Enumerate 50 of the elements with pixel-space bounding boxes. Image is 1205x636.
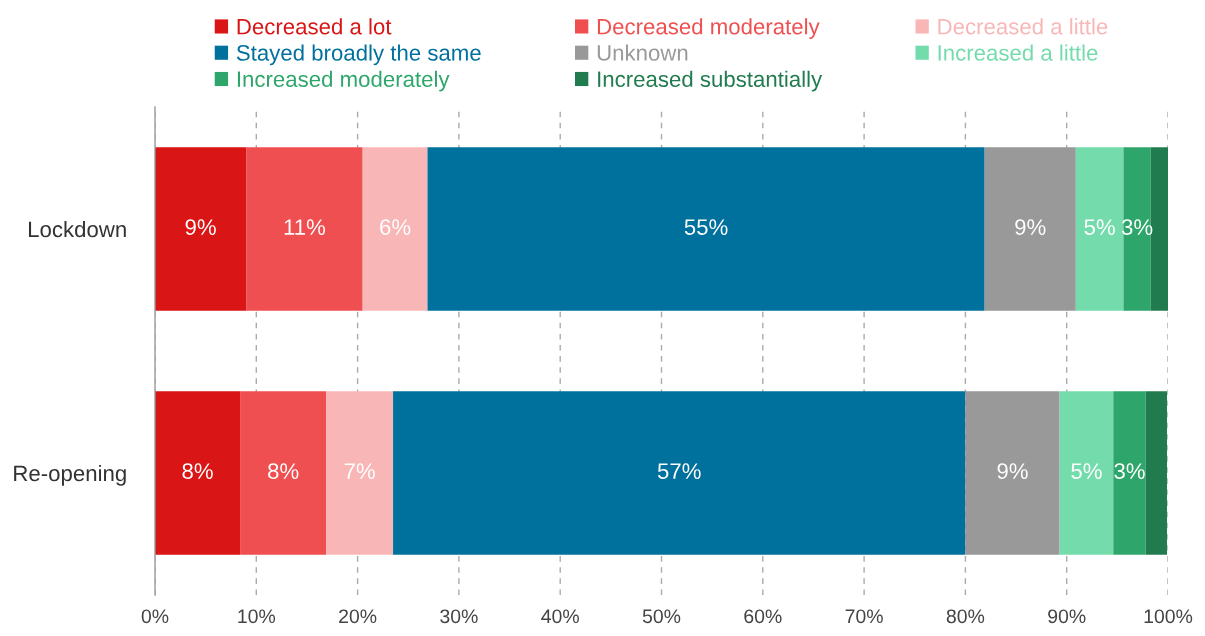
data-label: 8% [182, 463, 213, 479]
x-tick-label: 60% [744, 609, 782, 624]
legend-label: Stayed broadly the same [236, 44, 481, 66]
bar [1145, 391, 1167, 555]
data-label: 7% [344, 463, 375, 479]
x-tick-label: 100% [1144, 609, 1193, 624]
data-label: 8% [268, 463, 299, 479]
x-tick-label: 70% [845, 609, 883, 624]
bar [427, 147, 985, 311]
bar [155, 147, 247, 311]
x-tick-label: 0% [141, 609, 169, 624]
bar [1123, 147, 1151, 311]
bar [1059, 391, 1114, 555]
x-tick-label: 90% [1048, 609, 1086, 624]
data-label: 3% [1114, 463, 1145, 479]
legend-label: Increased substantially [598, 70, 823, 92]
y-tick-label: Re-opening [14, 464, 126, 486]
bar [1113, 391, 1146, 555]
data-label: 9% [1015, 219, 1046, 235]
y-tick-label: Lockdown [28, 220, 126, 238]
bar [155, 391, 241, 555]
data-label: 55% [684, 219, 728, 235]
legend-label: Increased moderately [237, 70, 450, 92]
legend-label: Decreased a lot [237, 18, 392, 35]
legend-label: Increased a little [938, 44, 1098, 61]
data-label: 5% [1084, 219, 1115, 235]
x-tick-label: 20% [339, 609, 377, 624]
x-tick-label: 50% [642, 609, 681, 624]
data-label: 57% [657, 463, 701, 479]
data-label: 3% [1121, 219, 1153, 235]
bar [326, 391, 394, 555]
data-label: 6% [380, 219, 411, 235]
bar [984, 147, 1076, 311]
bar [393, 391, 966, 555]
x-tick-label: 30% [440, 609, 478, 624]
bar [362, 147, 428, 311]
x-tick-label: 40% [541, 609, 579, 624]
data-label: 11% [284, 219, 326, 235]
data-label: 9% [997, 463, 1028, 479]
bar [965, 391, 1060, 555]
bar [246, 147, 363, 311]
x-tick-label: 80% [946, 609, 985, 624]
bar [240, 391, 327, 555]
bar [1075, 147, 1124, 311]
legend-label: Decreased moderately [597, 18, 820, 39]
legend-label: Decreased a little [938, 18, 1108, 35]
data-label: 5% [1071, 463, 1102, 479]
x-tick-label: 10% [238, 609, 276, 624]
data-label: 9% [185, 219, 216, 235]
legend-label: Unknown [597, 44, 688, 61]
